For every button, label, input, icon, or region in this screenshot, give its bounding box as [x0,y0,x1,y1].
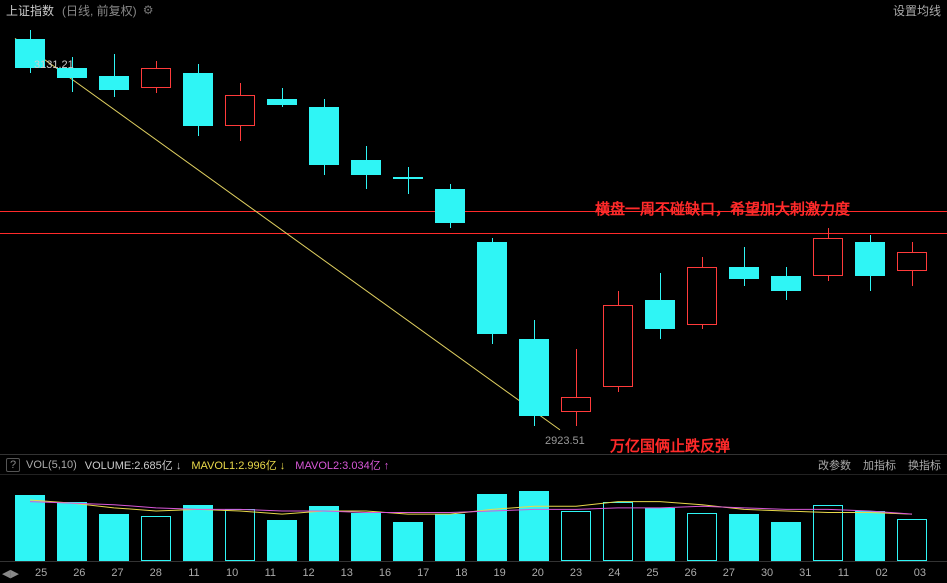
volume-bar [813,505,843,561]
axis-label: 31 [799,567,811,579]
volume-chart[interactable] [0,475,947,561]
candle [351,160,381,175]
candle-wick [576,349,577,426]
volume-bar [267,520,297,561]
price-label: 3131.21 [34,59,74,71]
volume-bar [351,513,381,561]
volume-bar [225,509,255,561]
candle [477,242,507,334]
volume-bar [603,502,633,561]
axis-nav-icon[interactable]: ◀▶ [2,567,19,580]
axis-label: 17 [417,567,429,579]
chart-title: 上证指数 [6,2,54,19]
axis-label: 26 [73,567,85,579]
volume-bar [729,514,759,561]
vol-title: VOL(5,10) [26,459,77,471]
axis-label: 19 [493,567,505,579]
volume-bar [519,491,549,561]
axis-label: 25 [35,567,47,579]
axis-label: 11 [265,567,276,579]
candle [603,305,633,387]
candle [519,339,549,416]
candle [645,300,675,329]
change-indicator-link[interactable]: 换指标 [908,457,941,473]
volume-bar [15,495,45,561]
axis-label: 16 [379,567,391,579]
axis-label: 11 [188,567,199,579]
volume-header: ? VOL(5,10) VOLUME:2.685亿 ↓ MAVOL1:2.996亿… [0,455,947,475]
axis-label: 18 [455,567,467,579]
volume-bar [393,522,423,561]
volume-bar [99,514,129,561]
axis-label: 23 [570,567,582,579]
axis-label: 10 [226,567,238,579]
settings-link[interactable]: 设置均线 [893,2,941,19]
chart-subtitle: (日线, 前复权) [62,2,137,19]
candle [813,238,843,277]
axis-label: 12 [302,567,314,579]
resistance-line [0,233,947,234]
axis-label: 03 [914,567,926,579]
candle [855,242,885,276]
edit-params-link[interactable]: 改参数 [818,457,851,473]
candle [141,68,171,87]
volume-bar [855,511,885,561]
volume-bar [645,508,675,561]
candle [729,267,759,280]
axis-label: 25 [646,567,658,579]
volume-bar [183,505,213,561]
candle [267,99,297,105]
candle [393,177,423,180]
vol-readout: VOLUME:2.685亿 ↓ MAVOL1:2.996亿 ↓ MAVOL2:3.0… [85,457,400,473]
x-axis: ◀▶ 25 26 27 28 11 10 11 12 13 16 17 18 19 20 23 24 25 26 2… [0,561,947,583]
volume-bar [687,513,717,561]
annotation: 横盘一周不碰缺口，希望加大刺激力度 [595,198,850,219]
volume-bar [141,516,171,561]
axis-label: 30 [761,567,773,579]
volume-bar [561,511,591,561]
axis-label: 27 [723,567,735,579]
volume-bar [771,522,801,561]
add-indicator-link[interactable]: 加指标 [863,457,896,473]
volume-bar [477,494,507,561]
axis-label: 11 [838,567,849,579]
candle [771,276,801,291]
axis-label: 20 [532,567,544,579]
axis-label: 27 [111,567,123,579]
price-label: 2923.51 [545,435,585,447]
axis-label: 28 [150,567,162,579]
volume-bar [435,514,465,561]
candle [687,267,717,325]
candle-wick [408,167,409,194]
volume-bar [57,502,87,561]
candle [99,76,129,90]
axis-label: 26 [685,567,697,579]
axis-label: 02 [876,567,888,579]
chart-header: 上证指数 (日线, 前复权) ⚙ 设置均线 [0,0,947,20]
volume-bar [897,519,927,561]
candle [561,397,591,412]
axis-label: 24 [608,567,620,579]
vol-readout-item: MAVOL2:3.034亿 ↑ [295,460,389,472]
candle [309,107,339,165]
candle [183,73,213,126]
annotation: 万亿国俩止跌反弹 [610,435,730,456]
price-chart[interactable]: 横盘一周不碰缺口，希望加大刺激力度万亿国俩止跌反弹 3131.21 2923.51 [0,20,947,455]
help-icon[interactable]: ? [6,458,20,472]
candle [225,95,255,126]
gear-icon[interactable]: ⚙ [143,3,154,17]
candle [435,189,465,223]
volume-bar [309,506,339,561]
axis-label: 13 [341,567,353,579]
vol-readout-item: MAVOL1:2.996亿 ↓ [191,460,285,472]
vol-readout-item: VOLUME:2.685亿 ↓ [85,460,182,472]
candle [897,252,927,271]
